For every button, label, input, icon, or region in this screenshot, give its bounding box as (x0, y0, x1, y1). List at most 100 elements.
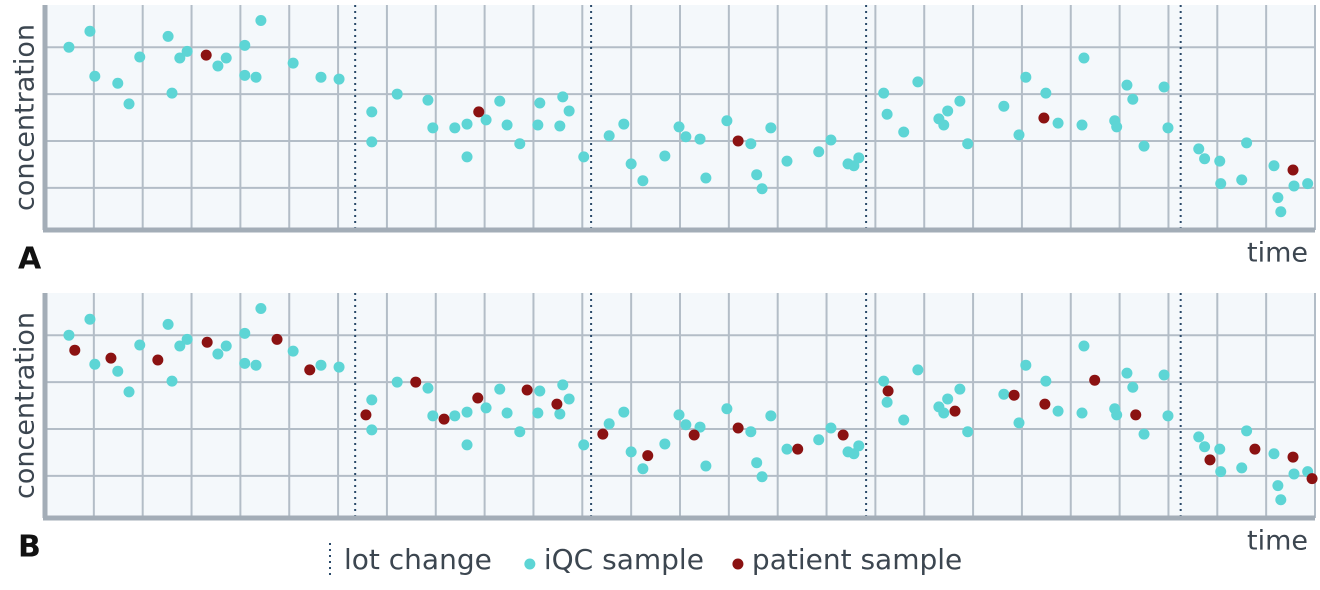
panel-label: B (18, 530, 41, 565)
data-point (1138, 140, 1150, 152)
data-point (554, 120, 566, 132)
data-point (212, 60, 224, 72)
data-point (461, 151, 473, 163)
data-point (1241, 137, 1253, 149)
data-point (694, 421, 706, 433)
data-point (563, 393, 575, 405)
data-point (732, 135, 744, 147)
data-point (181, 45, 193, 57)
data-point (949, 405, 961, 417)
data-point (603, 130, 615, 142)
data-point (1268, 160, 1280, 172)
data-point (637, 175, 649, 187)
data-point (166, 375, 178, 387)
data-point (255, 302, 267, 314)
data-point (962, 138, 974, 150)
data-point (659, 438, 671, 450)
data-point (781, 155, 793, 167)
data-point (480, 402, 492, 414)
data-point (700, 172, 712, 184)
x-axis-title: time (1247, 238, 1308, 269)
data-point (551, 398, 563, 410)
data-point (271, 333, 283, 345)
data-point (1287, 164, 1299, 176)
data-point (1275, 206, 1287, 218)
data-point (1013, 417, 1025, 429)
data-point (212, 348, 224, 360)
data-point (756, 183, 768, 195)
data-point (680, 419, 692, 431)
data-point (1111, 121, 1123, 133)
data-point (1052, 117, 1064, 129)
data-point (239, 327, 251, 339)
data-point (501, 407, 513, 419)
data-point (813, 146, 825, 158)
data-point (563, 105, 575, 117)
data-point (255, 14, 267, 26)
data-point (391, 376, 403, 388)
data-point (494, 95, 506, 107)
data-point (578, 439, 590, 451)
data-point (1076, 407, 1088, 419)
data-point (878, 87, 890, 99)
data-point (1039, 398, 1051, 410)
data-point (1121, 367, 1133, 379)
data-point (881, 396, 893, 408)
data-point (532, 119, 544, 131)
x-axis-title: time (1247, 526, 1308, 557)
data-point (938, 119, 950, 131)
data-point (1089, 374, 1101, 386)
data-point (1275, 494, 1287, 506)
data-point (461, 118, 473, 130)
data-point (853, 152, 865, 164)
data-point (825, 134, 837, 146)
legend-text: iQC sample (544, 543, 704, 576)
data-point (391, 88, 403, 100)
data-point (84, 313, 96, 325)
data-point (461, 406, 473, 418)
data-point (912, 76, 924, 88)
data-point (765, 410, 777, 422)
data-point (534, 97, 546, 109)
data-point (1272, 480, 1284, 492)
data-point (1013, 129, 1025, 141)
legend-marker (524, 558, 536, 570)
data-point (942, 105, 954, 117)
data-point (1199, 153, 1211, 165)
data-point (1236, 462, 1248, 474)
data-point (962, 426, 974, 438)
data-point (1052, 405, 1064, 417)
data-point (1111, 409, 1123, 421)
legend-marker (732, 558, 744, 570)
data-point (514, 138, 526, 150)
data-point (597, 428, 609, 440)
data-point (938, 407, 950, 419)
data-point (1008, 389, 1020, 401)
data-point (1302, 178, 1314, 190)
data-point (1215, 466, 1227, 478)
data-point (63, 329, 75, 341)
data-point (134, 51, 146, 63)
data-point (333, 73, 345, 85)
data-point (765, 122, 777, 134)
data-point (112, 365, 124, 377)
data-point (912, 364, 924, 376)
y-axis-title: concentration (10, 312, 41, 499)
data-point (998, 100, 1010, 112)
data-point (532, 407, 544, 419)
data-point (422, 94, 434, 106)
data-point (1078, 52, 1090, 64)
data-point (878, 375, 890, 387)
data-point (751, 169, 763, 181)
data-point (898, 414, 910, 426)
data-point (1268, 448, 1280, 460)
data-point (578, 151, 590, 163)
data-point (1193, 431, 1205, 443)
data-point (659, 150, 671, 162)
data-point (1288, 468, 1300, 480)
data-point (1127, 381, 1139, 393)
data-point (200, 49, 212, 61)
data-point (89, 70, 101, 82)
data-point (366, 136, 378, 148)
